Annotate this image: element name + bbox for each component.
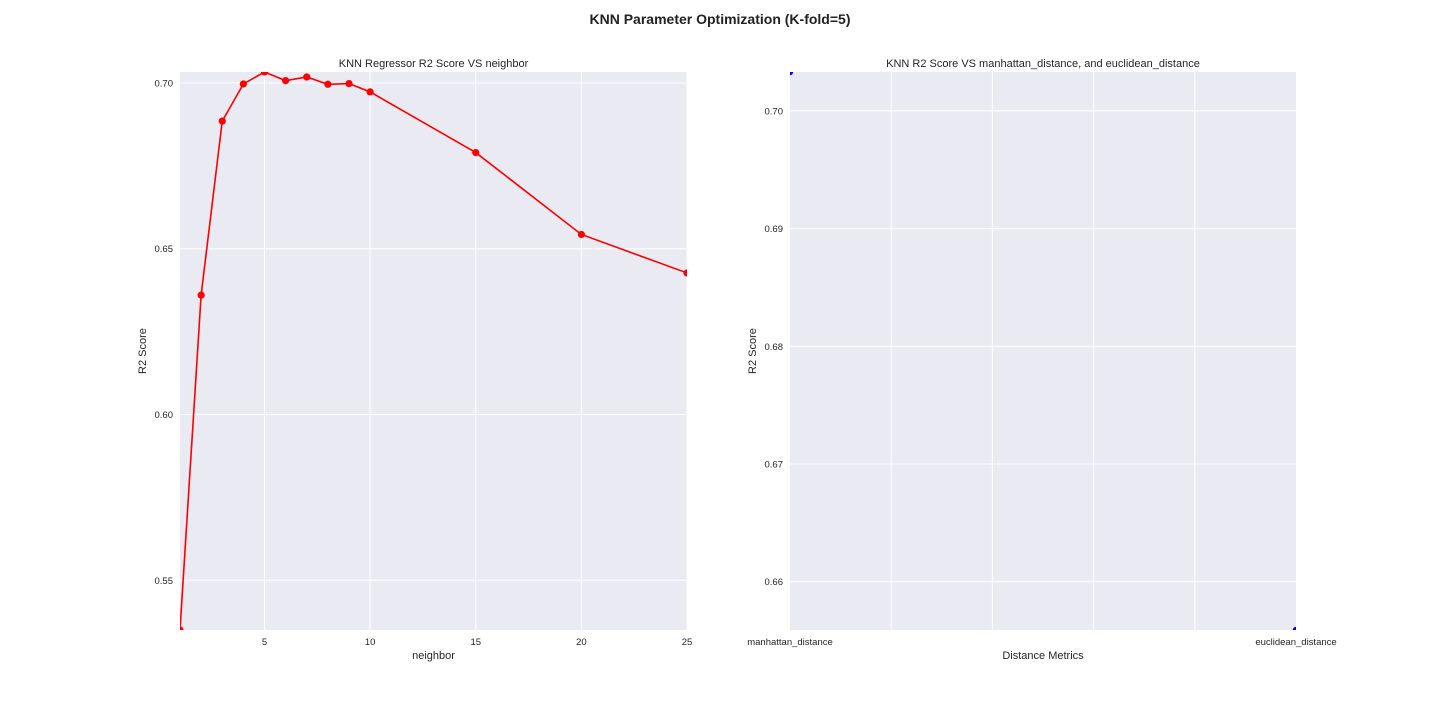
data-point [303,73,311,81]
y-tick-label: 0.68 [765,342,784,353]
y-tick-label: 0.55 [155,576,174,587]
y-tick-label: 0.70 [765,106,784,117]
data-point [324,80,332,88]
chart-r2-vs-neighbor: KNN Regressor R2 Score VS neighbor 0.55 0.… [137,58,692,662]
data-point [1292,626,1296,630]
data-point [577,230,585,239]
data-point [472,148,480,157]
data-point [260,72,269,76]
y-tick-label: 0.65 [155,244,174,255]
x-tick-label: 15 [470,637,481,648]
data-point [239,80,247,88]
y-tick-label: 0.67 [765,460,784,471]
x-axis-label: neighbor [412,650,455,662]
x-tick-label: euclidean_distance [1255,637,1336,648]
data-point [197,291,205,299]
x-tick-label: 5 [262,637,267,648]
data-point [683,269,687,277]
data-layer [790,72,1296,630]
data-point [180,626,184,630]
x-tick-label: 25 [682,637,693,648]
chart-r2-vs-distance-metric: KNN R2 Score VS manhattan_distance, and … [747,58,1337,662]
x-tick-label: manhattan_distance [747,637,833,648]
y-axis-label: R2 Score [137,328,149,374]
y-tick-label: 0.69 [765,224,784,235]
y-tick-label: 0.66 [765,577,784,588]
x-axis-label: Distance Metrics [1002,650,1084,662]
x-tick-label: 20 [576,637,587,648]
chart-title: KNN Regressor R2 Score VS neighbor [339,58,529,70]
data-point [345,80,353,88]
figure-suptitle: KNN Parameter Optimization (K-fold=5) [589,11,851,27]
plot-background [790,72,1296,630]
data-point [790,72,794,76]
data-point [218,117,226,125]
y-tick-label: 0.60 [155,410,174,421]
data-point [282,77,290,85]
plot-background [180,72,687,630]
x-tick-label: 10 [365,637,376,648]
y-axis-label: R2 Score [747,328,759,374]
chart-title: KNN R2 Score VS manhattan_distance, and … [886,58,1200,70]
data-point [366,88,374,96]
data-layer [180,72,687,630]
y-tick-label: 0.70 [155,78,174,89]
